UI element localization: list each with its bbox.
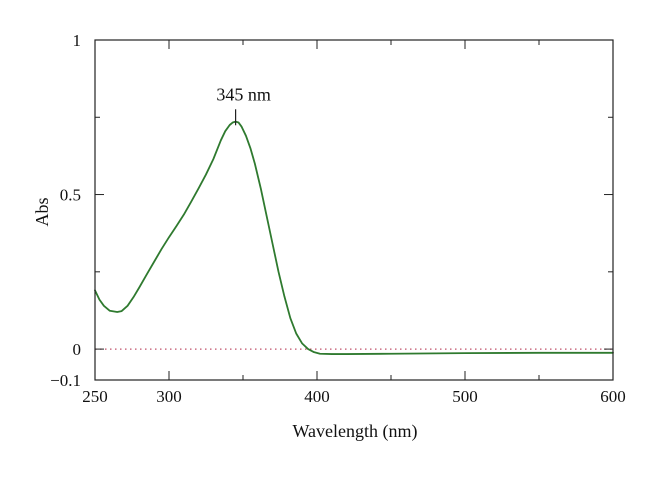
y-tick-label: 0 (73, 340, 82, 359)
peak-label: 345 nm (216, 84, 271, 104)
x-tick-label: 300 (156, 387, 182, 406)
ticks-layer (94, 39, 614, 381)
series-layer (94, 120, 614, 355)
x-tick-label: 500 (452, 387, 478, 406)
plot-frame-layer (94, 39, 614, 381)
y-tick-label: −0.1 (50, 371, 81, 390)
y-axis-title: Abs (32, 197, 52, 226)
y-tick-label: 0.5 (60, 186, 81, 205)
x-tick-label: 250 (82, 387, 108, 406)
y-tick-label: 1 (73, 31, 82, 50)
x-axis-title: Wavelength (nm) (292, 421, 417, 442)
series-line-0 (94, 120, 614, 355)
plot-frame (94, 39, 614, 381)
x-tick-label: 600 (600, 387, 626, 406)
annotation-layer: 345 nm (216, 84, 271, 126)
labels-layer: 250 300 400 500 600 −0.1 0 0.5 1 (50, 31, 626, 406)
x-tick-label: 400 (304, 387, 330, 406)
